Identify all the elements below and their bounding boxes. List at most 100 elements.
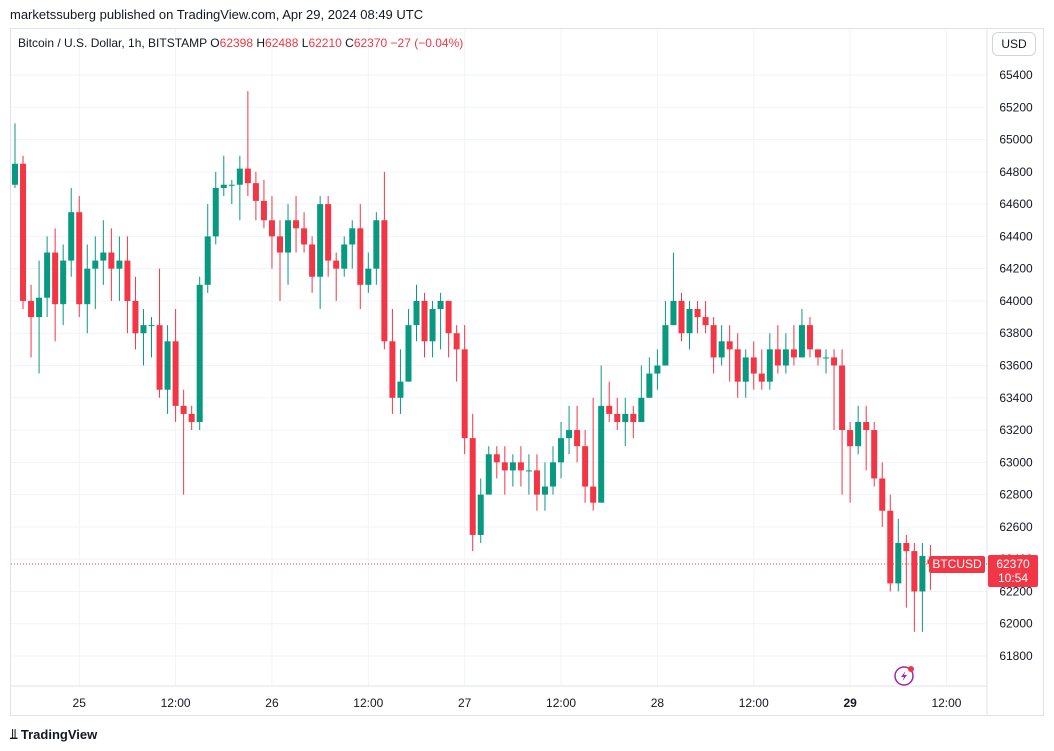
candle-body [301, 228, 308, 245]
candle [694, 300, 701, 334]
candle-body [662, 325, 669, 366]
last-price-text: 62370 [996, 557, 1030, 571]
time-axis: 25 12:00 26 12:00 27 12:00 28 12:00 29 12:00 [11, 685, 987, 710]
candle-body [493, 454, 500, 463]
candle [911, 543, 918, 632]
candle-body [188, 413, 195, 422]
candle-body [68, 212, 75, 261]
price-axis: 6180062000622006240062600628006300063200… [986, 29, 1033, 715]
price-tick-label: 65000 [999, 133, 1033, 147]
candle-body [204, 236, 211, 285]
price-tick-label: 63000 [999, 455, 1033, 469]
candle [806, 317, 813, 358]
candle-body [831, 357, 838, 366]
candle-body [293, 220, 300, 229]
candle-body [116, 260, 123, 269]
currency-button[interactable]: USD [992, 32, 1036, 56]
candle-body [823, 357, 830, 359]
flash-icon[interactable] [894, 666, 914, 686]
candle-body [445, 300, 452, 334]
candle [501, 446, 508, 495]
candle-body [485, 454, 492, 495]
candle [598, 365, 605, 503]
candle-body [469, 438, 476, 535]
candle [750, 341, 757, 390]
candle-body [180, 405, 187, 414]
candle [373, 212, 380, 285]
candle [815, 349, 821, 366]
candle [180, 389, 187, 495]
candle [485, 446, 492, 495]
candle [413, 284, 420, 342]
time-tick-label: 27 [458, 696, 472, 710]
candle [550, 446, 557, 495]
candle-body [140, 325, 147, 334]
candle-body [541, 486, 548, 495]
candle [244, 91, 251, 197]
candle-body [606, 405, 613, 414]
candle [919, 543, 926, 632]
candle [52, 228, 59, 342]
candle-body [638, 397, 645, 422]
candle-body [871, 430, 878, 479]
candle [405, 309, 412, 382]
candle [421, 292, 428, 358]
candle-body [614, 413, 621, 422]
candle [582, 430, 589, 503]
candle-body [855, 421, 862, 447]
candle-body [309, 244, 316, 277]
candle-body [100, 252, 107, 261]
candle [381, 171, 388, 350]
candle [220, 155, 227, 197]
candle-body [285, 220, 292, 253]
price-tick-label: 64200 [999, 262, 1033, 276]
candle [774, 325, 781, 374]
candle [76, 196, 83, 318]
candle [276, 220, 283, 301]
candle [630, 405, 637, 439]
candle-body [533, 470, 540, 495]
candle [614, 397, 621, 431]
candle [60, 244, 67, 326]
candle [397, 349, 404, 414]
candle-body [566, 430, 573, 439]
candle-body [766, 349, 773, 382]
candle [638, 365, 645, 422]
candle [823, 349, 830, 374]
candle-body [710, 325, 717, 358]
candle [429, 300, 436, 358]
footer-brand: ⫫ TradingView [10, 726, 97, 743]
change-value: −27 (−0.04%) [390, 36, 464, 50]
candle-body [879, 478, 886, 511]
candle [325, 196, 332, 277]
candle-body [124, 260, 131, 301]
candle [742, 349, 749, 398]
candle-body [76, 212, 83, 305]
candle [44, 236, 51, 318]
candle-body [574, 430, 581, 447]
candle-body [887, 510, 894, 584]
candle [365, 252, 372, 293]
chart-frame [10, 28, 1044, 716]
candle [469, 413, 476, 552]
candle-body [84, 268, 91, 305]
candle [493, 446, 500, 479]
candle-body [236, 168, 243, 185]
price-tick-label: 63400 [999, 391, 1033, 405]
tradingview-logo-icon: ⫫ [10, 726, 18, 742]
candle-body [718, 341, 725, 358]
candle-body [244, 168, 251, 184]
candle [236, 155, 243, 221]
price-tick-label: 62200 [999, 584, 1033, 598]
candle [341, 236, 348, 277]
time-tick-label: 12:00 [739, 696, 769, 710]
candle-body [558, 438, 565, 463]
candle-body [333, 260, 340, 269]
candle [662, 300, 669, 366]
candle [477, 478, 484, 544]
candle [574, 405, 581, 463]
publisher-line: marketssuberg published on TradingView.c… [10, 7, 424, 22]
candle [228, 179, 235, 205]
candle [558, 421, 565, 479]
